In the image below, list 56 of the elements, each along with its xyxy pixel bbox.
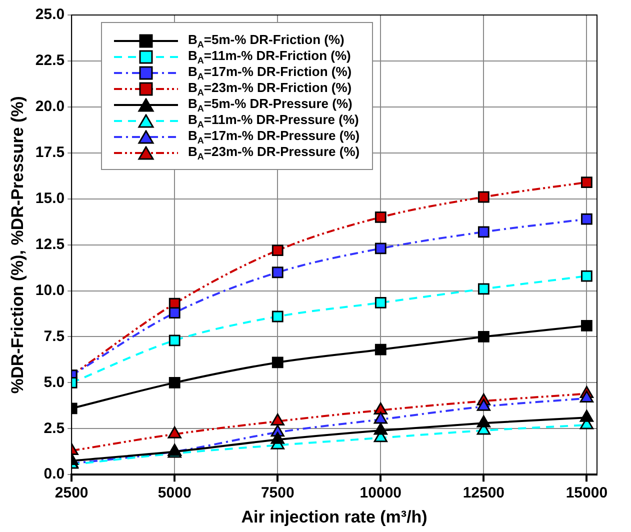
point: [374, 412, 388, 424]
legend-label: B$_{A}$=11m-% DR-Friction (%): [188, 48, 351, 66]
point: [580, 410, 594, 422]
y-tick-label: 5.0: [44, 374, 65, 391]
point: [272, 356, 284, 368]
point: [272, 310, 284, 322]
point: [168, 376, 180, 388]
y-tick-label: 25.0: [35, 6, 65, 24]
point: [581, 320, 592, 332]
point: [580, 390, 594, 403]
x-tick-label: 2500: [54, 484, 88, 502]
y-tick-label: 22.5: [35, 52, 65, 70]
y-tick-label: 15.0: [35, 190, 65, 207]
x-tick-label: 7500: [260, 484, 294, 502]
y-axis-title: %DR-Friction (%), %DR-Pressure (%): [8, 96, 27, 394]
x-tick-label: 12500: [462, 484, 505, 502]
point: [374, 402, 388, 415]
legend-label: B$_{A}$=11m-% DR-Pressure (%): [188, 112, 359, 130]
point: [581, 176, 592, 188]
y-tick-label: 7.5: [44, 328, 65, 345]
legend-label: B$_{A}$=17m-% DR-Friction (%): [188, 64, 352, 82]
point: [272, 266, 284, 278]
point: [476, 398, 490, 411]
x-tick-label: 10000: [360, 484, 402, 502]
point: [478, 226, 490, 238]
point: [168, 334, 180, 346]
point: [478, 283, 490, 295]
point: [270, 414, 284, 426]
y-tick-label: 0.0: [44, 466, 65, 483]
point: [581, 270, 592, 282]
point: [272, 244, 284, 256]
y-tick-label: 10.0: [35, 282, 65, 299]
point: [374, 297, 386, 308]
legend-label: B$_{A}$=5m-% DR-Pressure (%): [188, 96, 352, 114]
y-tick-label: 17.5: [35, 144, 65, 162]
x-tick-label: 5000: [158, 484, 192, 502]
point: [374, 344, 386, 356]
point: [270, 432, 284, 444]
x-axis-title: Air injection rate (m³/h): [241, 507, 428, 526]
legend-label: B$_{A}$=17m-% DR-Pressure (%): [188, 128, 360, 146]
point: [478, 331, 490, 342]
point: [374, 242, 386, 254]
legend-label: B$_{A}$=23m-% DR-Pressure (%): [188, 144, 360, 162]
legend-label: B$_{A}$=23m-% DR-Friction (%): [188, 80, 352, 98]
point: [476, 415, 490, 428]
point: [581, 213, 592, 225]
legend-label: B$_{A}$=5m-% DR-Friction (%): [188, 32, 344, 50]
point: [374, 212, 386, 223]
y-tick-label: 20.0: [35, 98, 65, 116]
point: [168, 307, 180, 319]
point: [168, 426, 182, 438]
point: [374, 422, 388, 435]
y-tick-label: 12.5: [35, 236, 65, 253]
y-tick-label: 2.5: [44, 420, 65, 437]
x-tick-label: 15000: [566, 484, 608, 502]
point: [478, 191, 490, 203]
